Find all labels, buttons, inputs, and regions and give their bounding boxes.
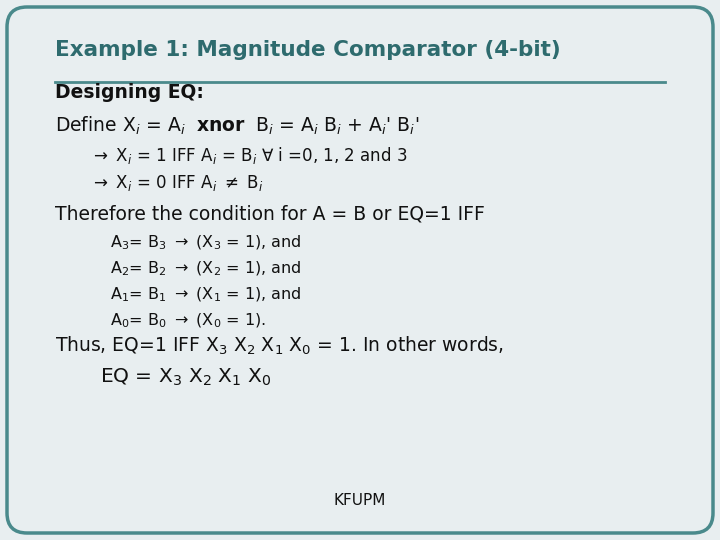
FancyBboxPatch shape xyxy=(7,7,713,533)
Text: KFUPM: KFUPM xyxy=(334,493,386,508)
Text: A$_2$= B$_2$ $\rightarrow$ (X$_2$ = 1), and: A$_2$= B$_2$ $\rightarrow$ (X$_2$ = 1), … xyxy=(110,260,302,278)
Text: Define X$_i$ = A$_i$  $\mathbf{xnor}$  B$_i$ = A$_i$ B$_i$ + A$_i$' B$_i$': Define X$_i$ = A$_i$ $\mathbf{xnor}$ B$_… xyxy=(55,114,420,137)
Text: A$_3$= B$_3$ $\rightarrow$ (X$_3$ = 1), and: A$_3$= B$_3$ $\rightarrow$ (X$_3$ = 1), … xyxy=(110,234,302,252)
Text: Designing EQ:: Designing EQ: xyxy=(55,83,204,102)
Text: EQ = X$_3$ X$_2$ X$_1$ X$_0$: EQ = X$_3$ X$_2$ X$_1$ X$_0$ xyxy=(100,367,272,388)
Text: A$_0$= B$_0$ $\rightarrow$ (X$_0$ = 1).: A$_0$= B$_0$ $\rightarrow$ (X$_0$ = 1). xyxy=(110,312,266,330)
Text: $\rightarrow$ X$_i$ = 1 IFF A$_i$ = B$_i$ $\forall$ i =0, 1, 2 and 3: $\rightarrow$ X$_i$ = 1 IFF A$_i$ = B$_i… xyxy=(90,145,408,166)
Text: $\rightarrow$ X$_i$ = 0 IFF A$_i$ $\neq$ B$_i$: $\rightarrow$ X$_i$ = 0 IFF A$_i$ $\neq$… xyxy=(90,173,264,193)
Text: Example 1: Magnitude Comparator (4-bit): Example 1: Magnitude Comparator (4-bit) xyxy=(55,40,561,60)
Text: Thus, EQ=1 IFF X$_3$ X$_2$ X$_1$ X$_0$ = 1. In other words,: Thus, EQ=1 IFF X$_3$ X$_2$ X$_1$ X$_0$ =… xyxy=(55,335,504,357)
Text: A$_1$= B$_1$ $\rightarrow$ (X$_1$ = 1), and: A$_1$= B$_1$ $\rightarrow$ (X$_1$ = 1), … xyxy=(110,286,302,304)
Text: Therefore the condition for A = B or EQ=1 IFF: Therefore the condition for A = B or EQ=… xyxy=(55,205,485,224)
